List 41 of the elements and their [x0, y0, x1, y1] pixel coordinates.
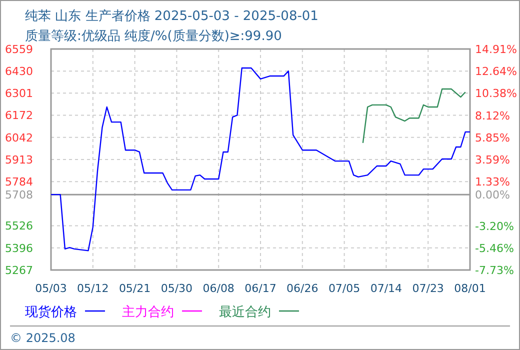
- y-tick-label: 5708: [5, 188, 33, 202]
- legend-label: 最近合约: [219, 305, 271, 320]
- x-tick-label: 07/14: [370, 282, 402, 295]
- y2-tick-label: 5.85%: [475, 131, 510, 144]
- y-tick-label: 6172: [5, 109, 33, 122]
- x-tick-label: 07/23: [412, 282, 444, 295]
- y-tick-label: 5396: [5, 242, 33, 255]
- x-tick-label: 06/08: [202, 282, 234, 295]
- x-tick-label: 06/26: [286, 282, 318, 295]
- y2-tick-label: 1.33%: [475, 176, 510, 189]
- y2-tick-label: 8.12%: [475, 109, 510, 122]
- y2-tick-label: 14.91%: [475, 43, 517, 56]
- y-tick-label: 5267: [5, 264, 33, 277]
- text: © 2025.08: [10, 331, 76, 345]
- line-series: [50, 67, 471, 252]
- y-tick-label: 6301: [5, 87, 33, 100]
- x-tick-label: 05/21: [118, 282, 151, 295]
- line-series: [362, 88, 466, 144]
- y2-tick-label: 10.38%: [475, 87, 517, 100]
- y2-tick-label: -5.46%: [475, 242, 514, 255]
- chart-subtitle: 质量等级:优级品 纯度/%(质量分数)≥:99.90: [25, 28, 282, 44]
- y-tick-label: 5784: [5, 176, 33, 189]
- x-tick-label: 06/17: [244, 282, 276, 295]
- y2-tick-label: 12.64%: [475, 65, 517, 78]
- x-tick-label: 07/05: [328, 282, 360, 295]
- y-tick-label: 6430: [5, 65, 33, 78]
- y2-tick-label: -3.20%: [475, 220, 514, 233]
- y2-tick-label: -7.73%: [475, 264, 514, 277]
- y2-tick-label: 0.00%: [475, 188, 510, 202]
- legend-label: 现货价格: [25, 305, 77, 320]
- y2-tick-label: 3.59%: [475, 154, 510, 166]
- x-tick-label: 05/12: [77, 282, 109, 295]
- x-tick-label: 05/30: [160, 282, 193, 295]
- y-tick-label: 6042: [5, 131, 33, 144]
- x-tick-label: 08/01: [454, 282, 486, 295]
- chart-title: 纯苯 山东 生产者价格 2025-05-03 - 2025-08-01: [25, 9, 318, 24]
- y-tick-label: 5913: [5, 154, 33, 166]
- legend-label: 主力合约: [122, 304, 174, 320]
- y-tick-label: 6559: [5, 43, 33, 56]
- y-tick-label: 5526: [5, 220, 33, 233]
- x-tick-label: 05/03: [35, 282, 67, 295]
